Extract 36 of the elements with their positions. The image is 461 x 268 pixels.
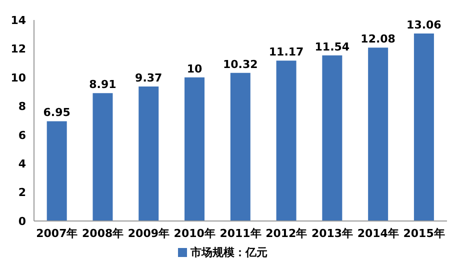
x-tick-label: 2012年	[266, 226, 308, 240]
data-label: 10.32	[223, 58, 258, 71]
y-tick-label: 8	[18, 100, 26, 114]
y-tick-label: 2	[18, 186, 26, 200]
data-label: 10	[186, 62, 203, 76]
y-tick-label: 12	[10, 42, 26, 56]
x-tick-label: 2015年	[403, 226, 445, 240]
x-tick-label: 2007年	[36, 226, 78, 240]
x-tick-label: 2014年	[357, 226, 399, 240]
x-tick-label: 2013年	[311, 226, 354, 240]
x-tick-label: 2011年	[220, 226, 262, 240]
legend-label: 市场规模：亿元	[190, 246, 268, 259]
data-label: 9.37	[135, 71, 162, 84]
data-label: 13.06	[406, 18, 442, 32]
bar	[92, 93, 113, 221]
data-label: 12.08	[360, 32, 396, 46]
bar	[46, 121, 67, 221]
data-label: 11.54	[314, 40, 350, 54]
bar	[322, 55, 342, 221]
bar	[138, 86, 159, 221]
data-label: 8.91	[89, 78, 116, 92]
x-tick-label: 2009年	[128, 226, 170, 240]
bar	[368, 48, 388, 221]
x-tick-label: 2008年	[82, 226, 124, 240]
y-tick-label: 14	[10, 14, 26, 27]
bar	[414, 33, 434, 221]
y-tick-label: 0	[18, 214, 26, 228]
y-tick-label: 10	[10, 71, 26, 84]
data-label: 11.17	[268, 46, 304, 59]
bar	[184, 77, 205, 221]
x-tick-label: 2010年	[174, 226, 216, 240]
bar	[276, 60, 296, 221]
y-tick-label: 4	[18, 157, 26, 170]
data-label: 6.95	[43, 106, 70, 120]
y-tick-label: 6	[18, 128, 26, 142]
bar	[230, 72, 250, 221]
